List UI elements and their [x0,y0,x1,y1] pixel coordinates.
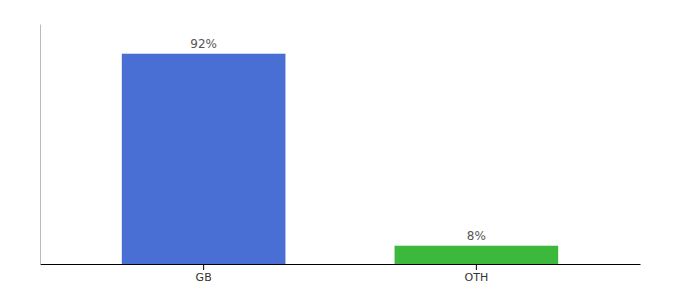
bar [122,54,286,264]
x-tick-mark [476,264,477,270]
x-tick-label: OTH [465,271,489,284]
y-axis-line [40,25,41,265]
data-labels: 92% 8% [190,37,486,243]
bar [395,246,559,264]
chart-container: GB OTH 92% 8% [0,0,680,300]
x-tick: OTH [465,264,489,284]
data-label: 92% [190,37,217,51]
bars [122,54,558,264]
plot-area: GB OTH 92% 8% [41,25,641,284]
x-tick-mark [203,264,204,270]
chart-svg: GB OTH 92% 8% [0,0,680,300]
x-tick-label: GB [196,271,212,284]
x-axis: GB OTH [41,264,641,284]
x-tick: GB [196,264,212,284]
y-axis [40,25,41,265]
x-axis-line [41,264,641,265]
data-label: 8% [467,229,486,243]
